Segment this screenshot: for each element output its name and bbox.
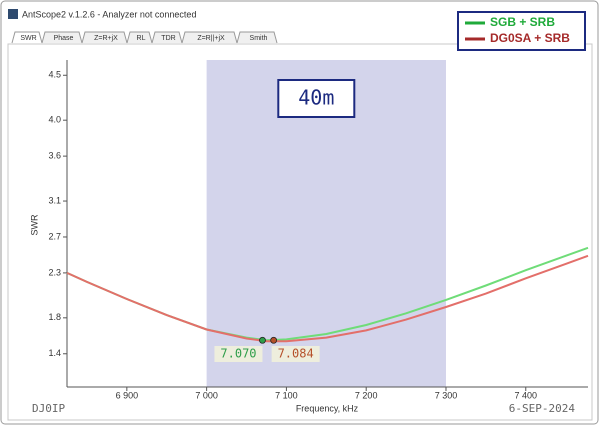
footer-left: DJ0IP: [32, 402, 65, 415]
x-tick-label: 7 400: [515, 390, 538, 400]
legend: [457, 11, 586, 51]
tab[interactable]: SWR: [20, 35, 36, 42]
tab-shape: [151, 31, 183, 44]
tab-shape: [236, 31, 278, 44]
tab-shape: [11, 31, 43, 44]
tab-shape: [126, 31, 153, 44]
tab[interactable]: Smith: [250, 35, 268, 42]
y-tick-label: 2.7: [48, 231, 61, 241]
y-tick-label: 3.6: [48, 150, 61, 160]
tab[interactable]: Z=R+jX: [94, 35, 118, 42]
tab[interactable]: Z=R||+jX: [197, 35, 225, 42]
tab[interactable]: RL: [137, 35, 146, 42]
x-tick-label: 7 100: [275, 390, 298, 400]
tab-shape: [81, 31, 128, 44]
x-tick-label: 6 900: [116, 390, 139, 400]
footer-right: 6-SEP-2024: [509, 402, 576, 415]
y-tick-label: 2.3: [48, 267, 61, 277]
band-label: 40m: [298, 86, 334, 110]
y-tick-label: 1.8: [48, 312, 61, 322]
tab-shape: [181, 31, 238, 44]
legend-label: DG0SA + SRB: [490, 31, 570, 45]
y-tick-label: 3.1: [48, 195, 61, 205]
legend-label: SGB + SRB: [490, 15, 555, 29]
marker: [270, 336, 278, 344]
y-axis-label: SWR: [29, 214, 39, 235]
x-tick-label: 7 200: [355, 390, 378, 400]
marker-label-bg: [271, 346, 320, 362]
y-tick-label: 4.0: [48, 115, 61, 125]
series-line: [66, 254, 589, 343]
marker-label: 7.070: [220, 347, 256, 361]
y-tick-label: 1.4: [48, 348, 61, 358]
window-title: AntScope2 v.1.2.6 - Analyzer not connect…: [22, 9, 196, 19]
tab-shape: [41, 31, 83, 44]
tab[interactable]: TDR: [161, 35, 175, 42]
marker: [259, 336, 266, 344]
marker-label: 7.084: [278, 347, 314, 361]
marker-label-bg: [214, 346, 263, 362]
x-tick-label: 7 300: [435, 390, 458, 400]
band-label-box: [277, 79, 356, 118]
x-axis-label: Frequency, kHz: [296, 403, 359, 413]
y-tick-label: 4.5: [48, 70, 61, 80]
tab[interactable]: Phase: [54, 35, 74, 42]
app-icon: [8, 9, 18, 19]
x-tick-label: 7 000: [195, 390, 218, 400]
